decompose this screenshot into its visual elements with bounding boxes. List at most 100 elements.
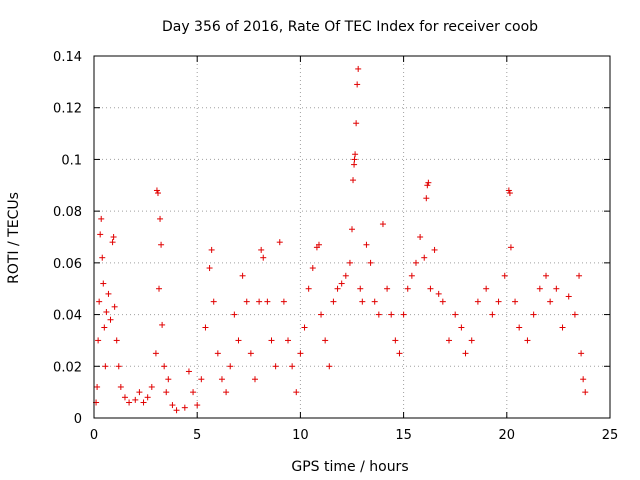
data-point: [144, 394, 151, 401]
data-point: [243, 298, 250, 305]
data-point: [154, 190, 161, 197]
data-point: [115, 363, 122, 370]
data-point: [161, 363, 168, 370]
data-point: [396, 350, 403, 357]
data-point: [384, 285, 391, 292]
data-point: [276, 239, 283, 246]
data-point: [458, 324, 465, 331]
data-point: [157, 215, 164, 222]
data-point: [375, 311, 382, 318]
data-point: [506, 190, 513, 197]
data-point: [210, 298, 217, 305]
data-point: [301, 324, 308, 331]
y-tick-label: 0.08: [53, 205, 82, 220]
data-point: [101, 324, 108, 331]
data-point: [489, 311, 496, 318]
data-point: [159, 321, 166, 328]
data-point: [578, 350, 585, 357]
x-axis-label: GPS time / hours: [291, 459, 408, 475]
data-point: [530, 311, 537, 318]
data-point: [427, 285, 434, 292]
x-tick-label: 20: [499, 428, 516, 443]
data-point: [559, 324, 566, 331]
data-point: [353, 120, 360, 127]
data-point: [446, 337, 453, 344]
data-points: [93, 65, 589, 414]
data-point: [173, 407, 180, 414]
y-tick-label: 0.12: [53, 102, 82, 117]
data-point: [95, 337, 102, 344]
data-point: [309, 265, 316, 272]
data-point: [258, 246, 265, 253]
data-point: [408, 272, 415, 279]
data-point: [400, 311, 407, 318]
data-point: [156, 285, 163, 292]
data-point: [495, 298, 502, 305]
data-point: [474, 298, 481, 305]
data-point: [285, 337, 292, 344]
data-point: [468, 337, 475, 344]
data-point: [117, 383, 124, 390]
data-point: [293, 389, 300, 396]
data-point: [181, 404, 188, 411]
data-point: [582, 389, 589, 396]
data-point: [342, 272, 349, 279]
data-point: [194, 402, 201, 409]
data-point: [379, 221, 386, 228]
data-point: [94, 383, 101, 390]
data-point: [351, 156, 358, 163]
data-point: [185, 368, 192, 375]
data-point: [412, 259, 419, 266]
data-point: [516, 324, 523, 331]
data-point: [338, 280, 345, 287]
data-point: [512, 298, 519, 305]
data-point: [289, 363, 296, 370]
data-point: [417, 234, 424, 240]
data-point: [350, 177, 357, 184]
data-point: [99, 254, 106, 261]
tick-labels: 0 5 10 15 20 25 0 0.02 0.04 0.06 0.08 0.1 0.12 0.14: [53, 50, 618, 443]
data-point: [354, 81, 361, 88]
data-point: [524, 337, 531, 344]
data-point: [256, 298, 263, 305]
y-axis-label: ROTI / TECUs: [6, 192, 22, 284]
data-point: [553, 285, 560, 292]
data-point: [102, 363, 109, 370]
data-point: [315, 241, 322, 248]
x-tick-label: 15: [395, 428, 412, 443]
y-tick-label: 0.02: [53, 360, 82, 375]
data-point: [100, 280, 107, 287]
data-point: [363, 241, 370, 248]
data-point: [198, 376, 205, 383]
data-point: [371, 298, 378, 305]
plot-frame: [93, 55, 611, 419]
data-point: [132, 396, 139, 403]
data-point: [126, 399, 133, 406]
data-point: [536, 285, 543, 292]
data-point: [280, 298, 287, 305]
data-point: [359, 298, 366, 305]
data-point: [392, 337, 399, 344]
data-point: [136, 389, 143, 396]
data-point: [404, 285, 411, 292]
data-point: [423, 195, 430, 202]
data-point: [352, 151, 359, 158]
data-point: [163, 389, 170, 396]
data-point: [388, 311, 395, 318]
data-point: [239, 272, 246, 279]
y-tick-label: 0.1: [61, 153, 82, 168]
data-point: [251, 376, 258, 383]
data-point: [501, 272, 508, 279]
x-tick-label: 10: [292, 428, 309, 443]
data-point: [152, 350, 159, 357]
data-point: [169, 402, 176, 409]
data-point: [483, 285, 490, 292]
data-point: [580, 376, 587, 383]
data-point: [218, 376, 225, 383]
data-point: [435, 290, 442, 297]
data-point: [231, 311, 238, 318]
data-point: [421, 254, 428, 261]
data-point: [97, 231, 104, 238]
y-tick-label: 0.06: [53, 257, 82, 272]
data-point: [264, 298, 271, 305]
